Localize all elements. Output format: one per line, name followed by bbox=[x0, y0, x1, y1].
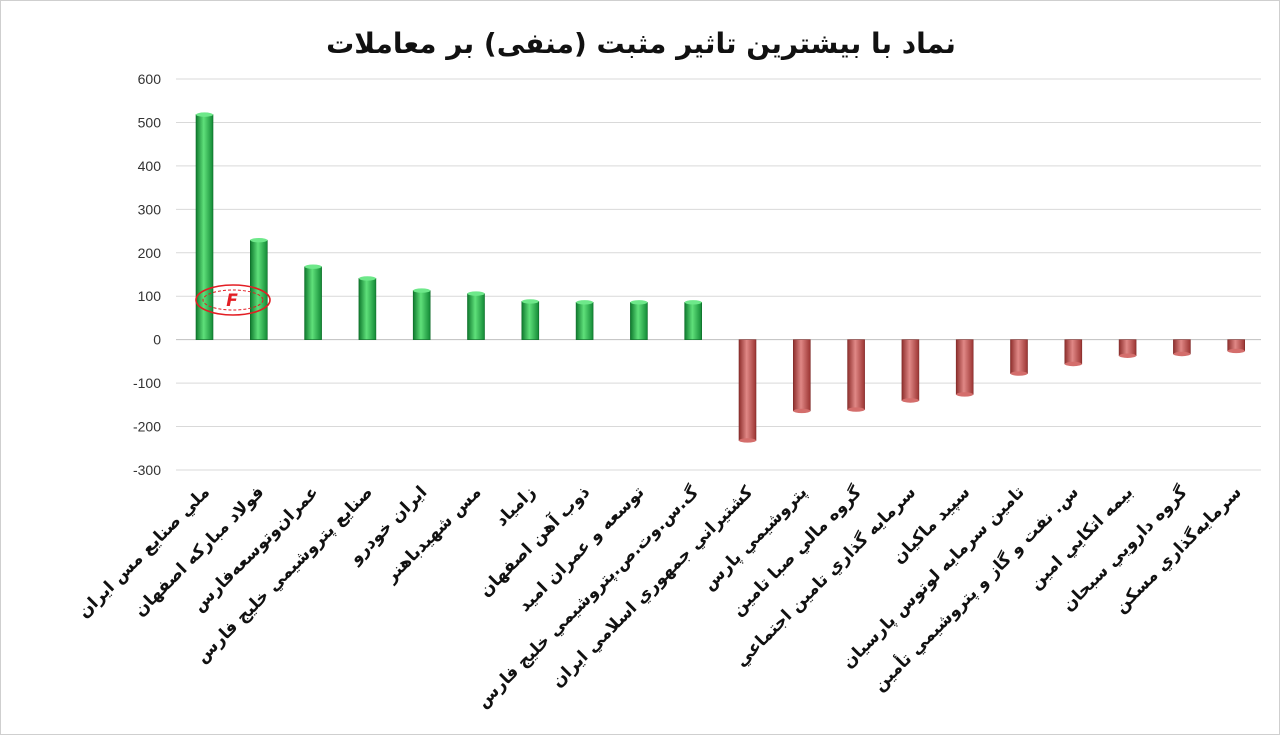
y-tick-label: -100 bbox=[133, 375, 161, 391]
bar bbox=[792, 339, 811, 414]
bar-cap bbox=[576, 300, 594, 305]
bar-body bbox=[847, 339, 865, 410]
bar-cap bbox=[250, 237, 268, 243]
bar-cap bbox=[739, 438, 756, 443]
bar-body bbox=[575, 302, 594, 340]
bar-cap bbox=[847, 407, 865, 412]
bar-cap bbox=[304, 264, 322, 269]
bar-cap bbox=[684, 300, 702, 305]
bar-body bbox=[955, 339, 974, 395]
y-tick-label: 0 bbox=[153, 332, 161, 348]
logo-ring-inner bbox=[202, 289, 264, 311]
category-label: زامياد bbox=[492, 482, 540, 530]
bar bbox=[847, 339, 865, 412]
bar bbox=[575, 300, 594, 340]
bar-body bbox=[521, 301, 540, 340]
y-tick-label: 100 bbox=[138, 288, 162, 304]
bar-cap bbox=[196, 112, 213, 117]
category-label: كشتيراني جمهوري اسلامي ايران bbox=[548, 482, 757, 691]
bar bbox=[955, 339, 974, 397]
bar-body bbox=[467, 293, 485, 340]
chart-title: نماد با بیشترین تاثیر مثبت (منفی) بر معا… bbox=[326, 27, 956, 60]
bar-body bbox=[412, 290, 431, 340]
bar-cap bbox=[956, 392, 974, 397]
bar bbox=[1010, 339, 1028, 376]
bar-body bbox=[630, 302, 648, 340]
bar bbox=[1173, 339, 1191, 357]
bar-cap bbox=[467, 291, 485, 296]
bar-cap bbox=[1227, 348, 1245, 354]
y-axis-tick-labels: 600 500 400 300 200 100 0 -100 -200 -300 bbox=[133, 71, 161, 478]
bar bbox=[304, 264, 322, 340]
bar bbox=[901, 339, 920, 403]
bar bbox=[1064, 339, 1083, 367]
bar-cap bbox=[358, 276, 376, 281]
bar bbox=[684, 300, 703, 340]
bar-body bbox=[1064, 339, 1083, 365]
logo-watermark: F bbox=[195, 284, 271, 316]
bar bbox=[358, 276, 377, 340]
logo-ring-outer bbox=[195, 284, 271, 316]
bar bbox=[738, 339, 757, 443]
bar-body bbox=[358, 278, 377, 340]
y-tick-label: 500 bbox=[138, 114, 162, 130]
category-label: مس شهيدباهنر bbox=[381, 482, 486, 587]
y-tick-label: -200 bbox=[133, 419, 161, 435]
bar bbox=[521, 299, 540, 340]
bar-cap bbox=[630, 300, 648, 305]
bar-body bbox=[684, 302, 703, 340]
y-tick-label: 300 bbox=[138, 201, 162, 217]
bar-cap bbox=[1173, 351, 1191, 357]
bar bbox=[1227, 339, 1245, 354]
bar-cap bbox=[901, 398, 919, 403]
bar bbox=[630, 300, 648, 340]
bar-cap bbox=[1010, 371, 1028, 376]
y-tick-label: 200 bbox=[138, 245, 162, 261]
y-tick-label: -300 bbox=[133, 462, 161, 478]
bar bbox=[412, 288, 431, 340]
gridlines bbox=[176, 78, 1261, 471]
bar bbox=[467, 291, 485, 340]
logo-letter: F bbox=[226, 291, 238, 311]
y-tick-label: 400 bbox=[138, 158, 162, 174]
bar-body bbox=[901, 339, 920, 401]
bar bbox=[195, 112, 214, 340]
bar bbox=[1118, 339, 1137, 358]
bar-body bbox=[1118, 339, 1137, 357]
bar-body bbox=[738, 339, 757, 441]
bar-cap bbox=[793, 408, 811, 414]
bar-body bbox=[792, 339, 811, 412]
y-tick-label: 600 bbox=[138, 71, 162, 87]
bar-body bbox=[1010, 339, 1028, 374]
bars bbox=[195, 112, 1245, 443]
bar-body bbox=[304, 266, 322, 340]
bar-cap bbox=[413, 288, 431, 293]
bar-cap bbox=[1064, 361, 1082, 367]
bar-cap bbox=[1119, 353, 1137, 358]
bar-cap bbox=[521, 299, 539, 304]
